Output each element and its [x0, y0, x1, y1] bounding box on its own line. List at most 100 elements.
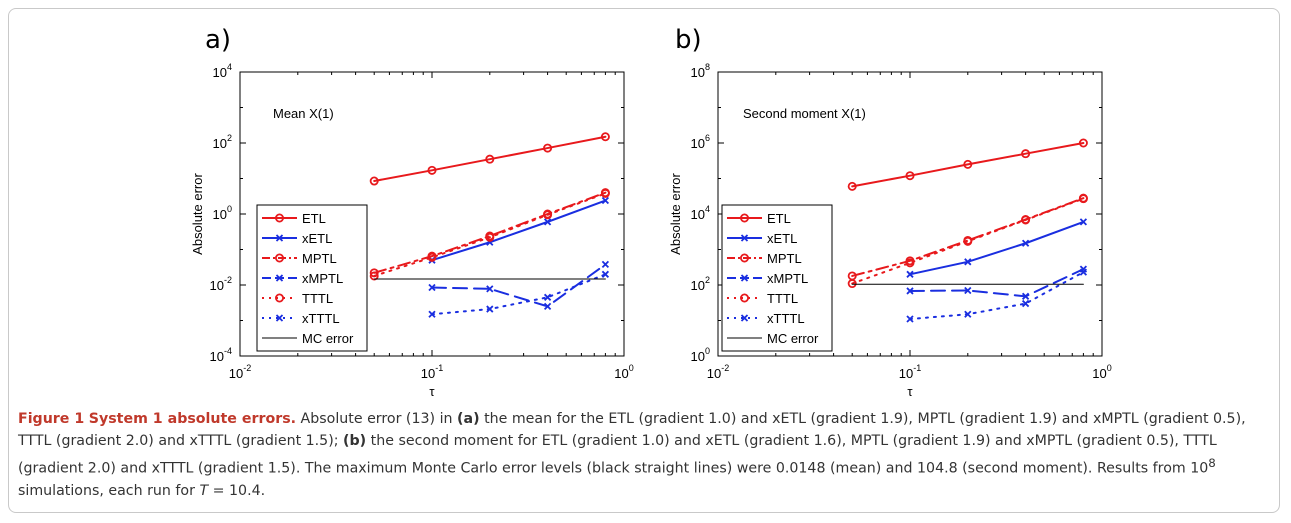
legend-label: ETL: [302, 211, 326, 226]
series-line: [373, 191, 607, 274]
series-xtttl: [428, 270, 610, 318]
series-line: [373, 192, 607, 277]
figure-frame: [8, 8, 1280, 513]
y-tick-label: 102: [691, 275, 710, 293]
figure-caption: Figure 1 System 1 absolute errors. Absol…: [18, 408, 1273, 502]
x-tick-label: 10-2: [229, 363, 251, 381]
legend-marker: [740, 274, 749, 282]
panel-letter: b): [675, 25, 702, 55]
data-point: [1021, 215, 1031, 225]
data-point: [601, 270, 610, 278]
legend-marker: [274, 293, 284, 303]
caption-superscript: 8: [1208, 456, 1216, 470]
data-point: [486, 305, 494, 313]
data-point: [601, 196, 610, 205]
caption-text-3: the second moment for ETL (gradient 1.0)…: [18, 433, 1217, 477]
x-axis-label: τ: [429, 384, 435, 399]
legend-marker: [275, 274, 284, 282]
x-tick-label: 10-1: [899, 363, 921, 381]
series-line: [851, 142, 1085, 188]
legend-label: xTTTL: [767, 311, 805, 326]
caption-text-2: the mean for the ETL (gradient 1.0) and …: [18, 411, 1246, 449]
y-tick-label: 10-2: [210, 275, 232, 293]
data-point: [906, 315, 914, 323]
data-point: [428, 310, 436, 318]
y-tick-label: 102: [213, 133, 232, 151]
legend-label: xTTTL: [302, 311, 340, 326]
series-tttl: [847, 194, 1088, 289]
data-point: [543, 210, 553, 220]
data-point: [906, 270, 914, 278]
legend-label: TTTL: [767, 291, 798, 306]
y-tick-label: 106: [691, 133, 710, 151]
chart-annotation: Second moment X(1): [743, 106, 866, 121]
data-point: [1021, 239, 1030, 247]
series-tttl: [369, 188, 610, 281]
legend-marker: [740, 253, 750, 263]
caption-ref-b: (b): [343, 433, 367, 449]
data-point: [369, 176, 379, 186]
series-xtttl: [906, 268, 1088, 323]
data-point: [905, 171, 915, 181]
caption-text-5: = 10.4.: [208, 482, 266, 499]
legend-label: ETL: [767, 211, 791, 226]
data-point: [964, 286, 972, 295]
caption-text-1: Absolute error (13) in: [296, 411, 458, 427]
series-line: [851, 197, 1085, 285]
data-point: [485, 154, 495, 164]
data-point: [543, 293, 552, 301]
data-point: [963, 236, 973, 246]
caption-symbol-t: T: [199, 482, 209, 499]
data-point: [964, 258, 972, 266]
series-line: [909, 268, 1085, 298]
data-point: [964, 310, 972, 318]
data-point: [963, 159, 973, 169]
legend-label: MC error: [767, 331, 819, 346]
y-axis-label: Absolute error: [668, 173, 683, 255]
data-point: [1079, 218, 1088, 226]
legend-label: xMPTL: [767, 271, 808, 286]
series-line: [909, 271, 1085, 321]
data-point: [1021, 149, 1031, 159]
legend-marker: [740, 314, 749, 322]
x-tick-label: 10-2: [707, 363, 729, 381]
caption-ref-a: (a): [457, 411, 480, 427]
legend-label: MPTL: [767, 251, 802, 266]
data-point: [847, 181, 857, 191]
series-xetl: [428, 196, 610, 264]
data-point: [485, 232, 495, 242]
data-point: [543, 302, 552, 311]
panel-letter: a): [205, 25, 231, 55]
legend: ETL xETL MPTL xMPTL TTTL xTTTL MC error: [721, 204, 833, 352]
series-mptl: [369, 188, 610, 278]
series-xetl: [906, 218, 1088, 278]
x-tick-label: 10-1: [421, 363, 443, 381]
series-line: [431, 199, 607, 262]
legend-label: xMPTL: [302, 271, 343, 286]
data-point: [1021, 299, 1030, 308]
series-line: [851, 197, 1085, 277]
legend-marker: [274, 253, 284, 263]
data-point: [600, 188, 610, 198]
data-point: [1078, 138, 1088, 148]
data-point: [427, 165, 437, 175]
legend-marker: [274, 213, 284, 223]
series-etl: [369, 132, 610, 186]
data-point: [1078, 194, 1088, 204]
chart-panel-a: a)10-2 10-1 10010-410-2100102104τAbsolute …: [190, 25, 634, 399]
legend-marker: [740, 293, 750, 303]
x-axis-label: τ: [907, 384, 913, 399]
data-point: [543, 143, 553, 153]
figure-charts: a)10-2 10-1 10010-410-2100102104τAbsolute …: [190, 25, 1112, 399]
data-point: [486, 285, 494, 293]
data-point: [847, 279, 857, 289]
y-tick-label: 108: [691, 62, 710, 80]
legend-marker: [275, 234, 284, 242]
y-tick-label: 100: [213, 204, 232, 222]
y-axis-label: Absolute error: [190, 173, 205, 255]
data-point: [427, 252, 437, 262]
y-tick-label: 100: [691, 346, 710, 364]
y-tick-label: 10-4: [210, 346, 232, 364]
legend-label: MC error: [302, 331, 354, 346]
caption-title: System 1 absolute errors.: [88, 411, 297, 427]
